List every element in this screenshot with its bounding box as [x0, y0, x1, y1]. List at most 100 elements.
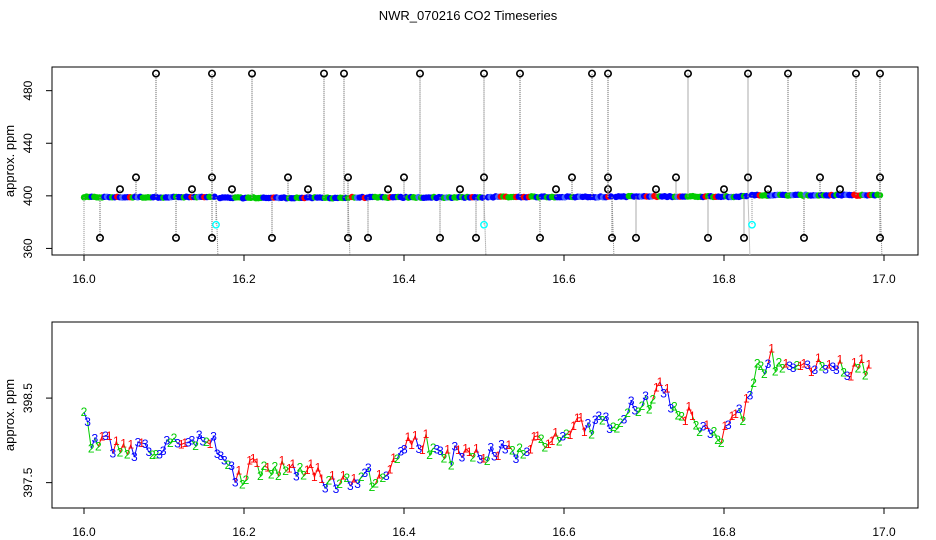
series-1-marker: 1 [235, 463, 242, 477]
series-3-marker: 3 [437, 444, 444, 458]
series-segment [87, 421, 92, 449]
series-segment [551, 432, 557, 442]
series-3-marker: 3 [790, 361, 797, 375]
series-segment [238, 470, 243, 485]
series-1-marker: 1 [545, 437, 552, 451]
series-segment [429, 447, 434, 456]
series-segment [108, 436, 114, 454]
series-2-marker: 2 [153, 447, 160, 461]
series-segment [594, 415, 600, 421]
outlier-low-point [631, 233, 640, 242]
series-2-marker: 2 [599, 413, 606, 427]
outlier-high-point [339, 69, 348, 78]
series-segment [486, 447, 492, 462]
series-2-marker: 2 [394, 452, 401, 466]
series-segment [695, 425, 701, 433]
series-2-marker: 2 [718, 436, 725, 450]
series-segment [774, 362, 780, 372]
outlier-mid-point [551, 185, 560, 194]
plot-area: 2323213131212133133223332231133233213333… [81, 341, 873, 496]
series-3-marker: 3 [786, 359, 793, 373]
series-1-marker: 1 [462, 442, 469, 456]
series-3-marker: 3 [383, 469, 390, 483]
series-segment [630, 400, 636, 411]
series-3-marker: 3 [829, 360, 836, 374]
series-segment [364, 467, 369, 474]
series-segment [821, 366, 826, 371]
series-segment [735, 408, 740, 415]
drop-line [747, 196, 751, 255]
series-2-marker: 2 [639, 399, 646, 413]
series-segment [259, 465, 265, 477]
series-segment [224, 460, 229, 466]
series-segment [670, 405, 675, 409]
series-2-marker: 2 [325, 474, 332, 488]
series-2-marker: 2 [855, 362, 862, 376]
series-segment [529, 436, 535, 450]
outlier-low-point [799, 233, 808, 242]
series-segment [123, 443, 128, 455]
series-segment [526, 449, 531, 453]
series-1-marker: 1 [826, 357, 833, 371]
plot-area [80, 69, 884, 255]
series-2-marker: 2 [624, 406, 631, 420]
baseline-point [607, 193, 615, 200]
series-segment [126, 444, 132, 455]
outlier-mid-point [671, 173, 680, 182]
series-2-marker: 2 [261, 459, 268, 473]
series-2-marker: 2 [678, 410, 685, 424]
series-3-marker: 3 [91, 432, 98, 446]
chart-title: NWR_070216 CO2 Timeseries [378, 8, 558, 23]
series-3-marker: 3 [595, 409, 602, 423]
series-segment [414, 435, 420, 449]
series-segment [252, 458, 258, 464]
series-segment [749, 382, 755, 396]
series-segment [724, 424, 729, 427]
series-segment [169, 437, 175, 444]
series-3-marker: 3 [707, 427, 714, 441]
series-segment [659, 381, 665, 394]
series-2-marker: 2 [563, 427, 570, 441]
series-1-marker: 1 [318, 472, 325, 486]
series-1-marker: 1 [250, 451, 257, 465]
series-2-marker: 2 [257, 469, 264, 483]
outlier-mid-point [132, 173, 141, 182]
series-segment [710, 431, 715, 435]
series-1-marker: 1 [264, 460, 271, 474]
series-segment [864, 364, 870, 376]
series-segment [468, 451, 474, 458]
series-2-marker: 2 [430, 441, 437, 455]
x-tick-label: 16.2 [232, 272, 256, 286]
series-segment [566, 433, 571, 436]
series-segment [785, 363, 790, 367]
series-segment [339, 475, 344, 485]
series-1-marker: 1 [527, 442, 534, 456]
series-1-marker: 1 [340, 469, 347, 483]
series-2-marker: 2 [819, 360, 826, 374]
series-segment [313, 467, 319, 478]
series-2-marker: 2 [739, 414, 746, 428]
series-3-marker: 3 [214, 447, 221, 461]
series-segment [602, 416, 607, 421]
series-2-marker: 2 [714, 433, 721, 447]
series-segment [796, 364, 801, 367]
series-segment [177, 443, 182, 445]
series-segment [475, 448, 481, 460]
outlier-high-point [603, 69, 612, 78]
series-segment [306, 463, 312, 471]
series-2-marker: 2 [793, 358, 800, 372]
series-segment [317, 467, 323, 480]
series-3-marker: 3 [347, 479, 354, 493]
series-2-marker: 2 [750, 376, 757, 390]
series-segment [346, 477, 351, 487]
series-1-marker: 1 [801, 356, 808, 370]
series-segment [375, 474, 380, 484]
series-segment [713, 431, 719, 441]
series-segment [490, 447, 495, 457]
series-2-marker: 2 [613, 422, 620, 436]
series-3-marker: 3 [523, 445, 530, 459]
series-segment [130, 444, 135, 458]
series-1-marker: 1 [466, 445, 473, 459]
series-3-marker: 3 [401, 442, 408, 456]
series-3-marker: 3 [354, 477, 361, 491]
